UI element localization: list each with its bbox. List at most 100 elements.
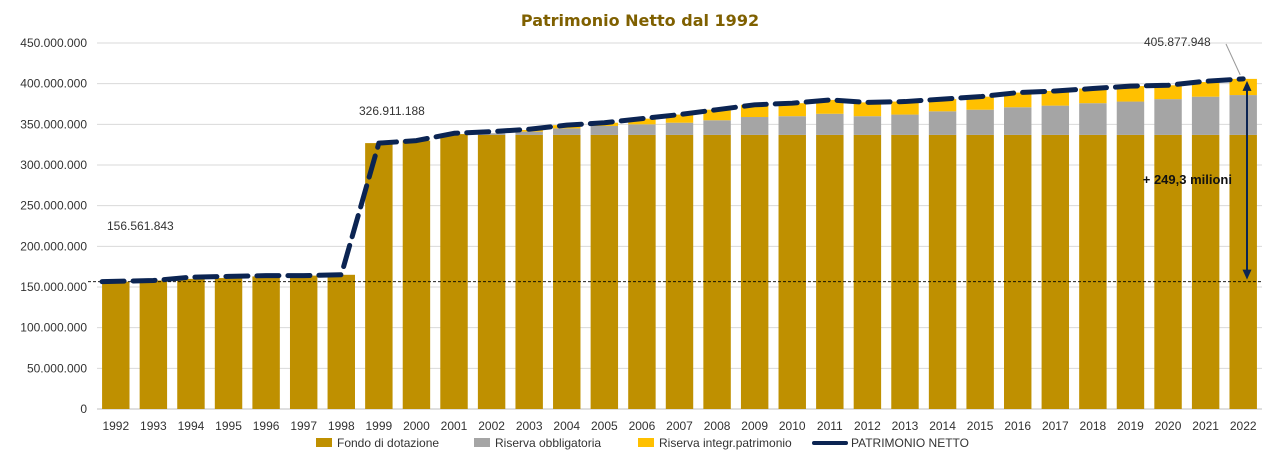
legend-riserva-integr-patrimonio-label: Riserva integr.patrimonio [659,436,792,450]
bar-riserva-integr-patrimonio [665,114,694,123]
y-tick-label: 0 [80,402,87,416]
bar-fondo-di-dotazione [1041,134,1070,409]
bar-riserva-obbligatoria [853,116,882,135]
bar-fondo-di-dotazione [365,143,393,409]
x-tick-label: 1998 [328,419,355,433]
bar-riserva-obbligatoria [966,109,994,135]
bar-fondo-di-dotazione [402,140,431,409]
bar-riserva-obbligatoria [1154,99,1182,135]
bar-fondo-di-dotazione [515,134,543,409]
patrimonio-netto-line [99,76,1246,285]
x-tick-label: 2016 [1004,419,1031,433]
bar-riserva-obbligatoria [1079,103,1107,135]
bar-fondo-di-dotazione [1154,134,1182,409]
bar-riserva-obbligatoria [891,114,919,135]
x-tick-label: 2013 [892,419,919,433]
bar-fondo-di-dotazione [928,134,957,409]
bar-riserva-integr-patrimonio [1116,86,1145,102]
x-tick-label: 1992 [102,419,129,433]
x-tick-label: 2004 [553,419,580,433]
bar-riserva-obbligatoria [816,113,844,135]
bar-fondo-di-dotazione [102,281,130,409]
bar-riserva-integr-patrimonio [1154,85,1182,100]
bar-riserva-obbligatoria [477,133,506,135]
label-delta: + 249,3 milioni [1143,172,1232,187]
bar-riserva-obbligatoria [703,120,731,135]
bar-fondo-di-dotazione [853,134,882,409]
legend-patrimonio-netto-label: PATRIMONIO NETTO [851,436,969,450]
bar-riserva-obbligatoria [1116,101,1145,135]
bar-fondo-di-dotazione [289,275,318,409]
bar-riserva-obbligatoria [1229,95,1257,135]
x-axis: 1992 1993 1994 1995 1996 1997 1998 1999 2000 2001… [102,419,1256,433]
bar-riserva-integr-patrimonio [778,103,806,117]
bar-fondo-di-dotazione [1004,134,1032,409]
bar-riserva-integr-patrimonio [1079,88,1107,104]
y-axis: 0 50.000.000 100.000.000 150.000.000 200.000… [20,36,87,416]
x-tick-label: 2002 [478,419,505,433]
last-value-leader-line [1225,43,1241,76]
x-tick-label: 2005 [591,419,618,433]
bar-fondo-di-dotazione [327,274,355,409]
x-tick-label: 2019 [1117,419,1144,433]
x-tick-label: 2015 [967,419,994,433]
bar-fondo-di-dotazione [1079,134,1107,409]
label-last-value: 405.877.948 [1144,35,1211,49]
x-tick-label: 2021 [1192,419,1219,433]
delta-arrow-head-down [1242,269,1252,280]
bar-fondo-di-dotazione [553,134,581,409]
bar-riserva-obbligatoria [590,125,619,135]
bar-riserva-obbligatoria [740,117,769,135]
x-tick-label: 1997 [290,419,317,433]
bar-fondo-di-dotazione [590,134,619,409]
bar-fondo-di-dotazione [1229,134,1257,409]
x-tick-label: 1996 [253,419,280,433]
bar-riserva-integr-patrimonio [1191,82,1220,97]
bar-fondo-di-dotazione [177,278,205,409]
x-tick-label: 2018 [1080,419,1107,433]
label-jump-value: 326.911.188 [359,104,425,118]
x-tick-label: 1994 [178,419,205,433]
bar-riserva-obbligatoria [665,122,694,135]
bar-fondo-di-dotazione [139,280,168,409]
y-tick-label: 200.000.000 [20,239,87,253]
x-tick-label: 2000 [403,419,430,433]
y-tick-label: 250.000.000 [20,199,87,213]
x-tick-label: 2007 [666,419,693,433]
bar-fondo-di-dotazione [740,134,769,409]
bar-riserva-obbligatoria [553,128,581,135]
legend-fondo-di-dotazione-label: Fondo di dotazione [337,436,439,450]
y-tick-label: 50.000.000 [27,361,87,375]
y-tick-label: 150.000.000 [20,280,87,294]
x-tick-label: 2012 [854,419,881,433]
legend: Fondo di dotazione Riserva obbligatoria Ri… [316,436,969,450]
bar-riserva-integr-patrimonio [703,109,731,121]
bars [102,78,1257,410]
bar-riserva-obbligatoria [928,111,957,135]
x-tick-label: 2017 [1042,419,1069,433]
bar-riserva-integr-patrimonio [853,102,882,117]
bar-fondo-di-dotazione [477,134,506,409]
bar-riserva-integr-patrimonio [1229,78,1257,96]
x-tick-label: 2022 [1230,419,1257,433]
bar-riserva-integr-patrimonio [928,99,957,112]
bar-fondo-di-dotazione [1116,134,1145,409]
x-tick-label: 2006 [629,419,656,433]
bar-riserva-obbligatoria [1191,96,1220,135]
delta-arrow-head-up [1242,80,1252,91]
x-tick-label: 2009 [741,419,768,433]
bar-riserva-obbligatoria [515,131,543,135]
bar-fondo-di-dotazione [214,278,243,409]
bar-riserva-obbligatoria [778,116,806,135]
annotations: 156.561.843 326.911.188 405.877.948 + 24… [107,35,1252,280]
bar-fondo-di-dotazione [1191,134,1220,409]
x-tick-label: 2011 [817,419,843,433]
x-tick-label: 2010 [779,419,806,433]
legend-riserva-obbligatoria-label: Riserva obbligatoria [495,436,601,450]
x-tick-label: 2001 [441,419,468,433]
y-tick-label: 400.000.000 [20,77,87,91]
x-tick-label: 1995 [215,419,242,433]
x-tick-label: 1993 [140,419,167,433]
bar-fondo-di-dotazione [816,134,844,409]
